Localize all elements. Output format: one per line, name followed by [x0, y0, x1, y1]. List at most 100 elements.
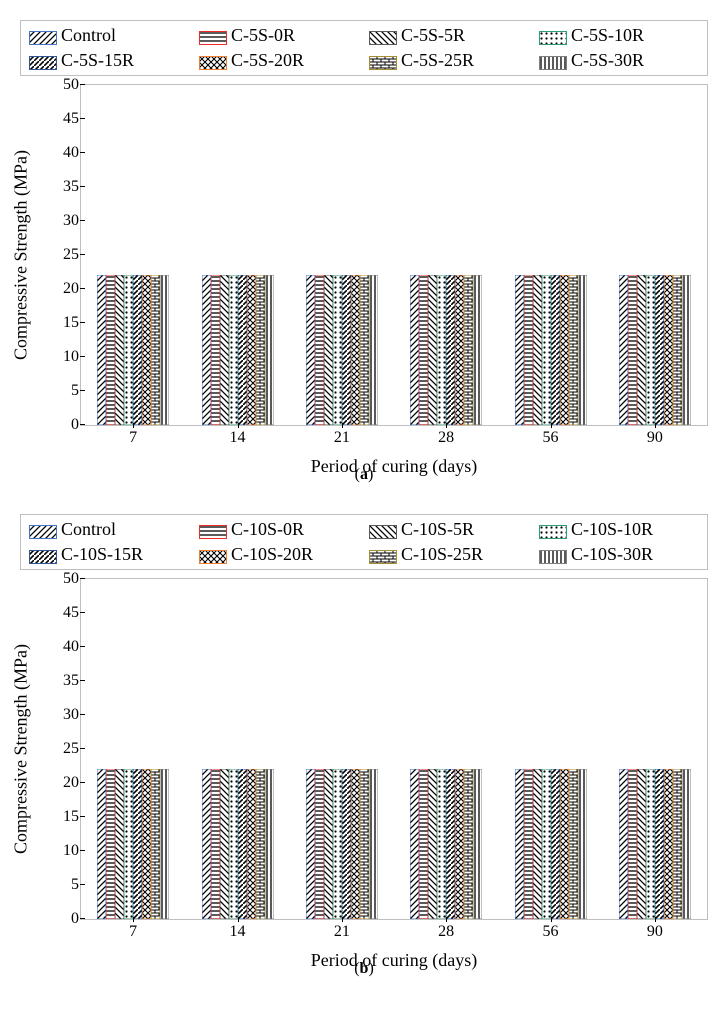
x-tick: 90: [647, 429, 663, 447]
legend-label: C-10S-25R: [401, 544, 483, 565]
plot-area: Compressive Strength (MPa)05101520253035…: [80, 578, 708, 920]
bar: [533, 275, 542, 425]
y-tick: 50: [41, 570, 79, 588]
bar: [655, 769, 664, 919]
y-axis: 05101520253035404550: [41, 85, 79, 425]
chart-b: Control C-10S-0R C-10S-5R C-10S-10R C-10…: [20, 514, 708, 978]
legend-swatch: [539, 54, 567, 68]
y-tick: 15: [41, 314, 79, 332]
legend-label: Control: [61, 25, 116, 46]
plot-area: Compressive Strength (MPa)05101520253035…: [80, 84, 708, 426]
bar: [324, 275, 333, 425]
bar: [160, 275, 169, 425]
y-tick: 40: [41, 144, 79, 162]
bar: [464, 275, 473, 425]
legend: Control C-5S-0R C-5S-5R C-5S-10R C-5S-15…: [20, 20, 708, 76]
bar: [446, 275, 455, 425]
bar-group: [515, 769, 587, 919]
legend-swatch: [29, 548, 57, 562]
bar: [646, 769, 655, 919]
bar: [306, 275, 315, 425]
bar: [682, 769, 691, 919]
bar: [333, 769, 342, 919]
legend-swatch: [199, 523, 227, 537]
y-tick: 10: [41, 842, 79, 860]
bar: [551, 769, 560, 919]
legend-swatch: [199, 29, 227, 43]
bar-group: [410, 275, 482, 425]
bar: [202, 275, 211, 425]
bar: [437, 769, 446, 919]
legend-item: C-10S-25R: [369, 544, 529, 565]
bar: [578, 275, 587, 425]
bar: [124, 275, 133, 425]
bar-group: [306, 769, 378, 919]
y-tick: 0: [41, 910, 79, 928]
y-tick: 30: [41, 212, 79, 230]
legend-item: C-10S-5R: [369, 519, 529, 540]
bar: [560, 769, 569, 919]
x-axis-label: Period of curing (days): [311, 456, 477, 477]
bar: [142, 769, 151, 919]
x-tick: 56: [543, 923, 559, 941]
legend-item: C-10S-0R: [199, 519, 359, 540]
bar: [342, 769, 351, 919]
legend-item: Control: [29, 519, 189, 540]
bar: [115, 769, 124, 919]
bar-group: [306, 275, 378, 425]
bar: [560, 275, 569, 425]
bar: [524, 275, 533, 425]
bar: [673, 769, 682, 919]
y-axis-label: Compressive Strength (MPa): [11, 644, 32, 854]
bar: [542, 275, 551, 425]
y-tick: 5: [41, 876, 79, 894]
bar: [569, 275, 578, 425]
bar: [238, 275, 247, 425]
legend-swatch: [369, 548, 397, 562]
bar: [265, 275, 274, 425]
bar: [515, 275, 524, 425]
bar: [306, 769, 315, 919]
legend-item: C-5S-20R: [199, 50, 359, 71]
bar: [619, 275, 628, 425]
bar: [664, 275, 673, 425]
bar: [464, 769, 473, 919]
bars-region: [81, 579, 707, 919]
bar: [646, 275, 655, 425]
bar: [637, 275, 646, 425]
bar: [211, 275, 220, 425]
legend-label: C-5S-10R: [571, 25, 644, 46]
bar: [133, 769, 142, 919]
x-tick: 7: [129, 429, 137, 447]
bar: [124, 769, 133, 919]
legend-item: Control: [29, 25, 189, 46]
y-tick: 30: [41, 706, 79, 724]
bar: [619, 769, 628, 919]
bar: [151, 275, 160, 425]
bar: [419, 275, 428, 425]
y-tick: 45: [41, 604, 79, 622]
y-tick: 35: [41, 672, 79, 690]
bar-group: [202, 275, 274, 425]
x-tick: 28: [438, 429, 454, 447]
y-tick: 25: [41, 740, 79, 758]
bar: [369, 275, 378, 425]
bar: [351, 769, 360, 919]
bar: [628, 275, 637, 425]
y-tick: 0: [41, 416, 79, 434]
bar: [211, 769, 220, 919]
bar: [637, 769, 646, 919]
y-tick: 40: [41, 638, 79, 656]
bar: [360, 275, 369, 425]
y-axis-label: Compressive Strength (MPa): [11, 150, 32, 360]
legend-swatch: [199, 548, 227, 562]
legend-swatch: [29, 54, 57, 68]
bar: [655, 275, 664, 425]
legend-label: C-10S-5R: [401, 519, 474, 540]
bar: [664, 769, 673, 919]
x-tick: 14: [230, 429, 246, 447]
bar-group: [619, 769, 691, 919]
legend-item: C-5S-10R: [539, 25, 699, 46]
bar: [578, 769, 587, 919]
bar-group: [515, 275, 587, 425]
